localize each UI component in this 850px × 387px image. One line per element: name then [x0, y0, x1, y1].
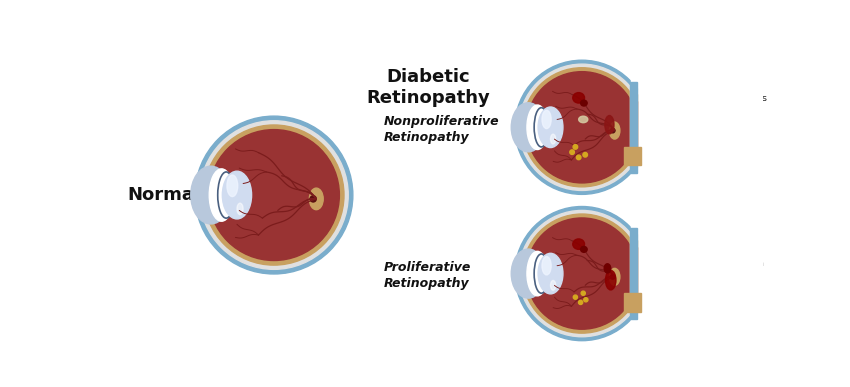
Text: Nonproliferative
Retinopathy: Nonproliferative Retinopathy: [383, 115, 499, 144]
Ellipse shape: [208, 130, 339, 260]
Circle shape: [573, 145, 578, 149]
Ellipse shape: [527, 251, 548, 296]
Ellipse shape: [511, 103, 545, 152]
Ellipse shape: [579, 116, 588, 123]
Bar: [630, 87, 637, 167]
Circle shape: [584, 298, 588, 302]
Ellipse shape: [515, 60, 649, 194]
Ellipse shape: [526, 218, 638, 329]
Ellipse shape: [542, 110, 551, 128]
Ellipse shape: [573, 92, 585, 103]
Ellipse shape: [551, 134, 556, 144]
Circle shape: [310, 196, 316, 202]
Ellipse shape: [511, 249, 545, 298]
Circle shape: [573, 295, 577, 299]
Circle shape: [610, 128, 615, 133]
Ellipse shape: [605, 115, 614, 134]
Bar: [625, 147, 641, 165]
Bar: [631, 52, 762, 202]
Ellipse shape: [518, 64, 645, 190]
Bar: [630, 94, 637, 161]
Ellipse shape: [581, 247, 587, 252]
Ellipse shape: [605, 270, 616, 290]
Ellipse shape: [527, 105, 548, 149]
Ellipse shape: [538, 253, 563, 294]
Ellipse shape: [609, 268, 620, 285]
Bar: [625, 293, 641, 312]
Ellipse shape: [200, 121, 348, 269]
Ellipse shape: [526, 72, 638, 183]
Ellipse shape: [209, 169, 234, 221]
Circle shape: [583, 152, 587, 157]
Text: Macular edema: Macular edema: [658, 119, 756, 128]
Bar: [630, 228, 637, 319]
Circle shape: [579, 300, 583, 305]
Bar: [630, 82, 637, 173]
Ellipse shape: [237, 203, 243, 215]
Text: Hemorrhage: Hemorrhage: [643, 71, 741, 86]
Ellipse shape: [523, 214, 642, 333]
Ellipse shape: [604, 264, 610, 273]
Ellipse shape: [190, 166, 231, 224]
Circle shape: [570, 150, 575, 154]
Circle shape: [576, 155, 581, 160]
Ellipse shape: [518, 211, 645, 337]
Text: Normal: Normal: [128, 186, 201, 204]
Ellipse shape: [609, 122, 620, 139]
Ellipse shape: [204, 125, 344, 265]
Ellipse shape: [523, 68, 642, 187]
Ellipse shape: [551, 281, 556, 290]
Ellipse shape: [542, 257, 551, 275]
Ellipse shape: [581, 100, 587, 106]
Bar: [630, 247, 637, 300]
Text: Proliferative
Retinopathy: Proliferative Retinopathy: [383, 261, 471, 290]
Ellipse shape: [538, 107, 563, 147]
Ellipse shape: [309, 188, 323, 210]
Text: Microaneurysm: Microaneurysm: [635, 156, 755, 165]
Ellipse shape: [515, 207, 649, 341]
Text: Diabetic
Retinopathy: Diabetic Retinopathy: [366, 68, 490, 107]
Text: Abnormal growth
of blood vessels: Abnormal growth of blood vessels: [658, 259, 764, 278]
Ellipse shape: [223, 171, 252, 219]
Text: Cotton wool spots: Cotton wool spots: [646, 94, 767, 104]
Bar: [630, 234, 637, 313]
Bar: [630, 101, 637, 154]
Ellipse shape: [227, 175, 238, 197]
Bar: [631, 198, 762, 349]
Bar: [630, 240, 637, 307]
Circle shape: [610, 274, 615, 279]
Circle shape: [581, 291, 586, 295]
Ellipse shape: [195, 116, 353, 274]
Ellipse shape: [573, 239, 585, 249]
